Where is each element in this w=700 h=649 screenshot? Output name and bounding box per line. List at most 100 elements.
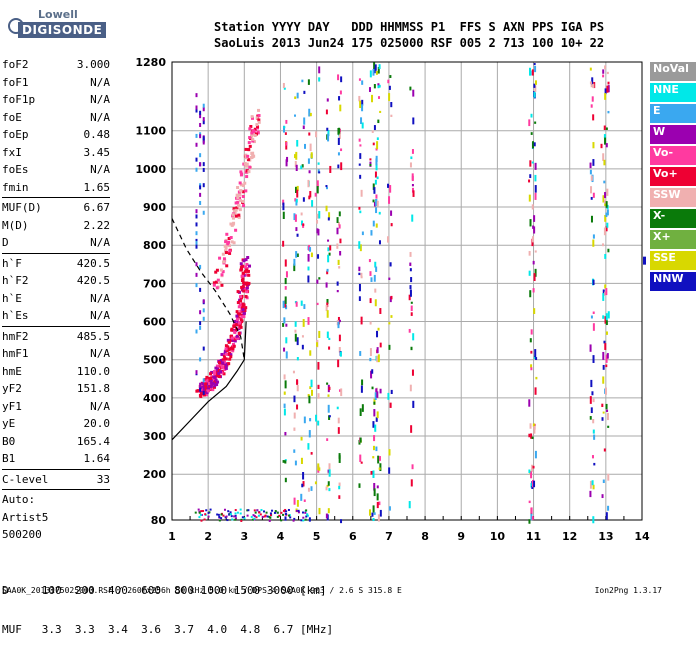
- echo-point: [220, 513, 223, 516]
- trace-point: [257, 114, 261, 118]
- echo-point: [301, 335, 304, 338]
- echo-point: [602, 289, 605, 296]
- echo-point: [602, 195, 605, 203]
- trace-point: [245, 162, 249, 166]
- echo-point: [408, 328, 411, 333]
- trace-point: [236, 317, 240, 321]
- echo-point: [602, 411, 605, 414]
- echo-point: [296, 189, 299, 198]
- param-value: 1.65: [83, 180, 111, 194]
- edge-marker: [643, 256, 646, 265]
- echo-point: [410, 312, 413, 316]
- param-value: 20.0: [83, 417, 111, 430]
- param-value: 1.64: [83, 452, 111, 465]
- legend-item: SSE: [650, 251, 696, 270]
- trace-point: [228, 244, 232, 248]
- echo-point: [529, 290, 532, 298]
- echo-point: [253, 518, 256, 521]
- echo-point: [199, 122, 202, 127]
- trace-point: [233, 320, 237, 324]
- trace-point: [244, 294, 248, 298]
- trace-point: [245, 281, 249, 285]
- echo-point: [263, 515, 266, 518]
- echo-point: [412, 333, 415, 341]
- y-tick-label: 800: [143, 239, 166, 252]
- echo-point: [307, 158, 310, 164]
- echo-point: [532, 423, 535, 427]
- echo-point: [229, 511, 232, 514]
- echo-point: [359, 351, 362, 356]
- trace-point: [244, 153, 248, 157]
- echo-point: [282, 509, 285, 512]
- echo-point: [530, 433, 533, 439]
- echo-point: [301, 79, 304, 83]
- trace-point: [247, 273, 251, 277]
- y-tick-label: 300: [143, 430, 166, 443]
- echo-point: [317, 169, 320, 174]
- legend-item: Vo-: [650, 146, 696, 165]
- trace-point: [243, 162, 247, 166]
- echo-point: [375, 194, 378, 199]
- legend-item: X-: [650, 209, 696, 228]
- echo-point: [360, 461, 363, 464]
- echo-point: [591, 455, 594, 459]
- echo-point: [307, 253, 310, 262]
- echo-point: [302, 519, 305, 522]
- echo-point: [603, 448, 606, 452]
- echo-point: [327, 404, 330, 413]
- param-row: C-level 33: [2, 471, 110, 489]
- echo-point: [295, 151, 298, 160]
- trace-point: [224, 352, 228, 356]
- echo-point: [318, 277, 321, 280]
- trace-point: [229, 222, 233, 226]
- echo-point: [327, 217, 330, 221]
- echo-point: [296, 92, 299, 99]
- distance-row: D 100 200 400 600 800 1000 1500 3000 [km…: [2, 584, 327, 597]
- echo-point: [251, 518, 254, 521]
- echo-point: [359, 153, 362, 159]
- echo-point: [359, 454, 362, 462]
- echo-point: [328, 469, 331, 477]
- echo-point: [589, 67, 592, 71]
- trace-point: [240, 274, 244, 278]
- echo-point: [292, 370, 295, 374]
- echo-point: [283, 347, 286, 352]
- echo-point: [374, 64, 377, 71]
- trace-point: [239, 317, 243, 321]
- legend-item: NoVal: [650, 62, 696, 81]
- echo-point: [293, 213, 296, 221]
- trace-point: [241, 184, 245, 188]
- polarization-legend: NoVal NNE E W Vo- Vo+ SSW X- X+ SSE NNW: [650, 62, 696, 293]
- echo-point: [326, 298, 329, 304]
- echo-point: [373, 201, 376, 207]
- trace-point: [239, 309, 243, 313]
- echo-point: [207, 515, 210, 518]
- echo-point: [590, 379, 593, 388]
- echo-point: [375, 446, 378, 452]
- param-name: foEp: [2, 128, 29, 141]
- trace-point: [239, 325, 243, 329]
- echo-point: [326, 382, 329, 385]
- echo-point: [360, 189, 363, 197]
- echo-point: [328, 346, 331, 350]
- param-value: N/A: [90, 347, 110, 360]
- echo-point: [303, 90, 306, 94]
- echo-point: [250, 515, 253, 518]
- echo-point: [373, 512, 376, 515]
- param-row: h`Es N/A: [2, 307, 110, 325]
- echo-point: [372, 183, 375, 190]
- trace-point: [252, 130, 256, 134]
- trace-point: [209, 372, 213, 376]
- echo-point: [327, 133, 330, 142]
- x-tick-label: 11: [526, 530, 541, 543]
- trace-point: [222, 257, 226, 261]
- echo-point: [338, 224, 341, 229]
- echo-point: [195, 133, 198, 138]
- trace-point: [234, 214, 238, 218]
- param-name: B1: [2, 452, 16, 465]
- echo-point: [314, 481, 317, 485]
- trace-point: [245, 290, 249, 294]
- echo-point: [318, 77, 321, 82]
- echo-point: [528, 179, 531, 183]
- echo-point: [358, 241, 361, 249]
